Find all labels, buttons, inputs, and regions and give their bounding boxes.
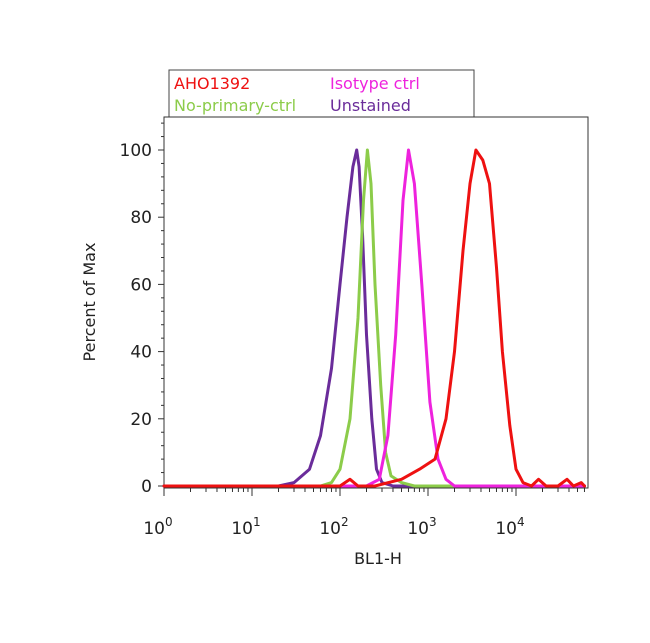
x-tick-label: 103 (407, 515, 436, 539)
y-tick-label: 20 (130, 410, 152, 430)
series-line-isotype-ctrl (162, 148, 586, 488)
series-line-unstained (162, 148, 586, 488)
y-axis-title: Percent of Max (80, 243, 99, 362)
y-tick-label: 40 (130, 343, 152, 363)
legend-entry-unstained: Unstained (330, 96, 411, 115)
legend-box (168, 69, 475, 118)
plot-frame (163, 116, 589, 489)
x-tick-label: 101 (231, 515, 260, 539)
legend-entry-isotype: Isotype ctrl (330, 74, 420, 93)
legend-entry-aho1392: AHO1392 (174, 74, 250, 93)
x-axis: 100 101 102 103 104 (143, 488, 585, 539)
series-line-aho1392 (162, 148, 586, 488)
y-axis: 0 20 40 60 80 100 (120, 122, 164, 497)
y-tick-label: 100 (120, 141, 152, 161)
x-tick-label: 100 (143, 515, 172, 539)
x-tick-label: 102 (319, 515, 348, 539)
y-tick-label: 60 (130, 275, 152, 295)
legend: AHO1392 Isotype ctrl No-primary-ctrl Uns… (168, 69, 475, 118)
y-tick-label: 0 (141, 477, 152, 497)
x-axis-title: BL1-H (354, 549, 402, 568)
series-layer (162, 148, 586, 488)
legend-entry-no-primary: No-primary-ctrl (174, 96, 296, 115)
x-tick-label: 104 (495, 515, 524, 539)
y-tick-label: 80 (130, 208, 152, 228)
